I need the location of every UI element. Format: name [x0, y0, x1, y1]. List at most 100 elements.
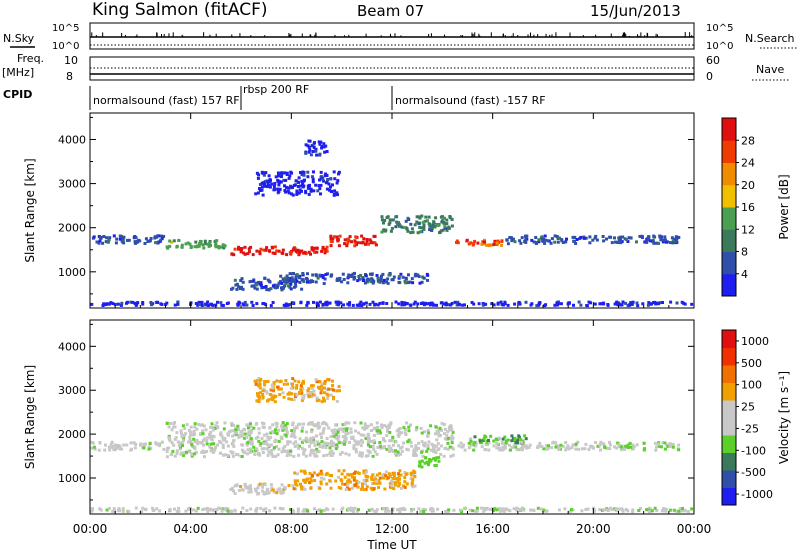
velocity-cell — [183, 426, 187, 430]
power-cell — [319, 140, 323, 144]
power-cell — [643, 240, 647, 244]
power-cell — [309, 252, 312, 256]
power-cell — [371, 300, 375, 304]
velocity-cell — [418, 460, 422, 464]
velocity-cell — [184, 509, 188, 513]
velocity-cell — [267, 491, 271, 495]
power-cell — [141, 302, 145, 306]
velocity-cell — [323, 382, 327, 385]
velocity-cell — [433, 458, 437, 462]
power-cell — [658, 235, 662, 239]
velocity-cell — [355, 440, 359, 444]
power-cell — [314, 280, 318, 284]
velocity-cell — [334, 433, 338, 437]
velocity-cell — [254, 489, 258, 493]
velocity-cell — [393, 481, 397, 485]
power-cell — [196, 244, 200, 248]
velocity-cell — [305, 430, 309, 434]
velocity-cell — [223, 438, 226, 442]
velocity-cell — [203, 507, 207, 511]
velocity-cell — [337, 441, 341, 445]
velocity-cell — [185, 450, 188, 454]
velocity-cell — [429, 424, 433, 428]
velocity-cell — [437, 434, 441, 438]
power-cell — [271, 246, 274, 250]
velocity-cell — [446, 447, 450, 451]
power-cell — [307, 193, 311, 196]
power-colorbar-tick-label: 12 — [741, 223, 755, 236]
velocity-cell — [209, 430, 213, 434]
power-cell — [366, 278, 369, 282]
power-cell — [286, 277, 290, 281]
power-cell — [312, 300, 315, 304]
velocity-cell — [398, 477, 401, 481]
power-cell — [168, 239, 172, 243]
velocity-cell — [369, 440, 373, 443]
power-cell — [345, 244, 349, 248]
power-cell — [210, 302, 214, 306]
x-tick-label: 08:00 — [274, 522, 309, 536]
power-cell — [295, 279, 299, 283]
power-cell — [285, 274, 289, 278]
power-cell — [391, 218, 394, 222]
power-cell — [605, 237, 608, 241]
velocity-cell — [411, 478, 415, 482]
power-cell — [511, 237, 515, 241]
cpid-segment-label: normalsound (fast) -157 RF — [395, 94, 546, 107]
power-cell — [537, 240, 541, 244]
velocity-cell — [258, 386, 262, 390]
velocity-cell — [255, 506, 259, 510]
velocity-cell — [178, 441, 182, 445]
power-cell — [427, 215, 431, 219]
velocity-cell — [192, 437, 196, 441]
velocity-cell — [571, 443, 575, 447]
velocity-cell — [290, 432, 294, 436]
velocity-cell — [193, 433, 196, 436]
velocity-cell — [232, 489, 235, 493]
velocity-cell — [308, 453, 312, 457]
power-cell — [543, 234, 547, 238]
velocity-cell — [518, 507, 522, 511]
velocity-cell — [608, 440, 611, 444]
velocity-cell — [398, 430, 402, 434]
velocity-cell — [329, 441, 333, 445]
power-cell — [453, 300, 457, 304]
power-cell — [341, 272, 345, 276]
power-cell — [170, 240, 174, 244]
velocity-cell — [436, 507, 440, 511]
velocity-cell — [167, 425, 171, 429]
power-cell — [199, 301, 203, 305]
power-cell — [250, 284, 254, 288]
velocity-cell — [195, 427, 199, 431]
power-cell — [323, 174, 327, 178]
velocity-cell — [403, 431, 407, 435]
power-cell — [283, 278, 287, 282]
velocity-cell — [563, 507, 567, 511]
velocity-cell — [365, 479, 369, 482]
velocity-cell — [569, 509, 573, 513]
velocity-cell — [265, 491, 269, 495]
power-cell — [555, 235, 559, 238]
power-cell — [321, 303, 325, 306]
power-cell — [402, 226, 406, 229]
cpid-segment-label: normalsound (fast) 157 RF — [93, 94, 240, 107]
velocity-cell — [614, 507, 618, 511]
velocity-cell — [243, 428, 246, 432]
velocity-cell — [493, 507, 497, 511]
power-cell — [487, 244, 491, 248]
power-cell — [297, 191, 301, 195]
velocity-cell — [357, 471, 361, 475]
power-cell — [217, 245, 221, 249]
power-cell — [149, 301, 153, 304]
velocity-cell — [617, 507, 621, 511]
power-cell — [534, 236, 538, 239]
velocity-cell — [443, 437, 447, 441]
power-cell — [407, 273, 410, 277]
velocity-cell — [294, 440, 298, 444]
nave-tick-0: 0 — [706, 70, 713, 83]
power-cell — [364, 301, 368, 305]
velocity-cell — [253, 487, 257, 491]
power-cell — [313, 250, 317, 254]
nave-tick-60: 60 — [706, 54, 720, 67]
velocity-cell — [232, 438, 236, 442]
